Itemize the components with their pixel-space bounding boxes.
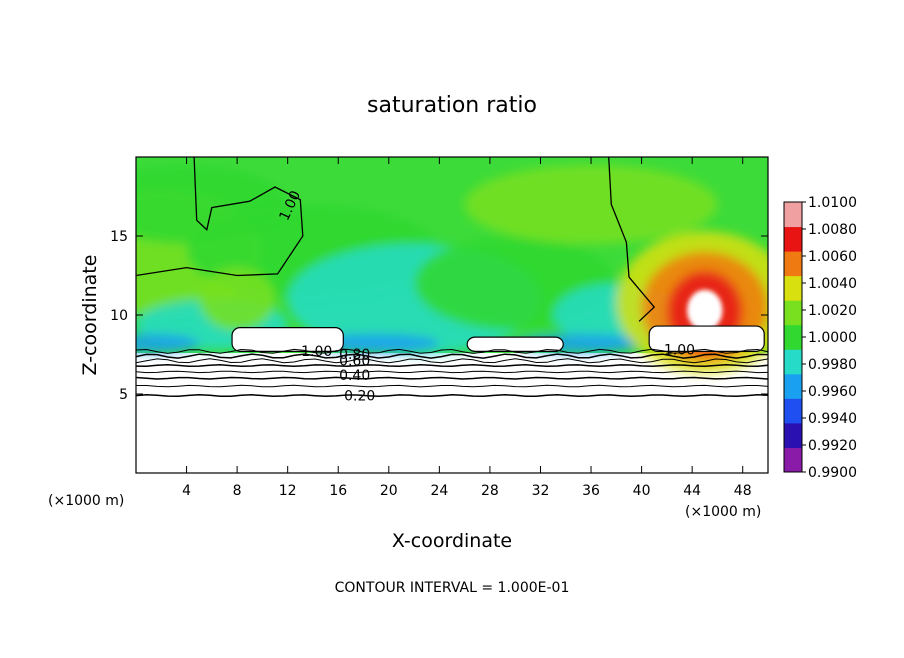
x-tick-label: 36 <box>582 483 600 499</box>
x-tick-label: 48 <box>734 483 752 499</box>
x-axis: 4 8 12 16 20 24 28 32 36 40 44 48 <box>182 157 752 499</box>
x-tick-label: 32 <box>532 483 550 499</box>
colorbar-label: 1.0100 <box>808 195 857 211</box>
contour-line <box>136 348 768 354</box>
colorbar-segment <box>784 324 802 350</box>
x-tick-label: 24 <box>430 483 448 499</box>
colorbar-segment <box>784 447 802 473</box>
y-tick-label: 10 <box>110 308 128 324</box>
contour-label: 0.60 <box>339 354 370 370</box>
colorbar-label: 0.9940 <box>808 411 857 427</box>
x-tick-label: 12 <box>279 483 297 499</box>
colorbar: 1.0100 1.0080 1.0060 1.0040 1.0020 1.0000 0.99… <box>783 195 857 481</box>
y-tick-label: 15 <box>110 229 128 245</box>
contour-label: 0.20 <box>344 388 375 404</box>
cloud-region <box>231 327 344 352</box>
contour-line <box>136 358 768 364</box>
colorbar-segment <box>784 422 802 448</box>
x-tick-label: 4 <box>182 483 191 499</box>
field-patch <box>312 333 440 353</box>
colorbar-label: 1.0040 <box>808 276 857 292</box>
x-tick-label: 20 <box>380 483 398 499</box>
colorbar-segment <box>784 251 802 277</box>
colorbar-label: 1.0060 <box>808 249 857 265</box>
contour-line <box>136 384 768 388</box>
field-patch <box>199 267 276 331</box>
colorbar-segment <box>784 300 802 326</box>
maximum-region <box>687 289 723 331</box>
colorbar-segment <box>784 349 802 375</box>
colorbar-label: 1.0020 <box>808 303 857 319</box>
colorbar-label: 0.9900 <box>808 465 857 481</box>
cloud-regions <box>231 289 765 352</box>
y-axis: 5 10 15 <box>110 229 768 403</box>
x-unit-right: (×1000 m) <box>685 504 761 520</box>
colorbar-segment <box>784 202 802 228</box>
field-patch <box>136 164 288 244</box>
field-patch <box>136 333 200 353</box>
cloud-region <box>466 336 564 352</box>
contour-label: 1.00 <box>664 343 695 359</box>
x-axis-label: X-coordinate <box>392 530 512 552</box>
contour-label: 0.80 <box>339 347 370 363</box>
contour-label: 0.40 <box>339 368 370 384</box>
colorbar-segment <box>784 275 802 301</box>
colorbar-label: 1.0080 <box>808 222 857 238</box>
y-axis-label: Z-coordinate <box>79 255 101 376</box>
contour-line <box>136 353 768 359</box>
colorbar-segment <box>784 373 802 399</box>
x-tick-label: 8 <box>233 483 242 499</box>
x-tick-label: 28 <box>481 483 499 499</box>
colorbar-label: 0.9920 <box>808 438 857 454</box>
contour-label: 1.00 <box>301 344 332 360</box>
contour-line <box>608 157 656 322</box>
colorbar-label: 0.9980 <box>808 357 857 373</box>
chart-title: saturation ratio <box>367 93 537 118</box>
contour-interval-note: CONTOUR INTERVAL = 1.000E-01 <box>335 580 570 596</box>
cloud-region <box>648 325 765 352</box>
field-patch <box>464 164 718 244</box>
contour-line <box>136 394 768 398</box>
colorbar-label: 0.9960 <box>808 384 857 400</box>
colorbar-segment <box>784 226 802 252</box>
x-tick-label: 44 <box>683 483 701 499</box>
colorbar-label: 1.0000 <box>808 330 857 346</box>
contour-line <box>136 364 768 368</box>
contour-line <box>136 370 768 374</box>
x-unit-left: (×1000 m) <box>48 493 124 509</box>
x-tick-label: 40 <box>633 483 651 499</box>
y-tick-label: 5 <box>119 387 128 403</box>
contour-lines: 1.001.00 1.000.800.600.400.20 <box>136 157 768 404</box>
contour-line <box>136 157 304 277</box>
contour-line <box>136 376 768 380</box>
x-tick-label: 16 <box>329 483 347 499</box>
colorbar-segment <box>784 398 802 424</box>
plot-area: 1.001.00 1.000.800.600.400.20 <box>136 157 768 473</box>
